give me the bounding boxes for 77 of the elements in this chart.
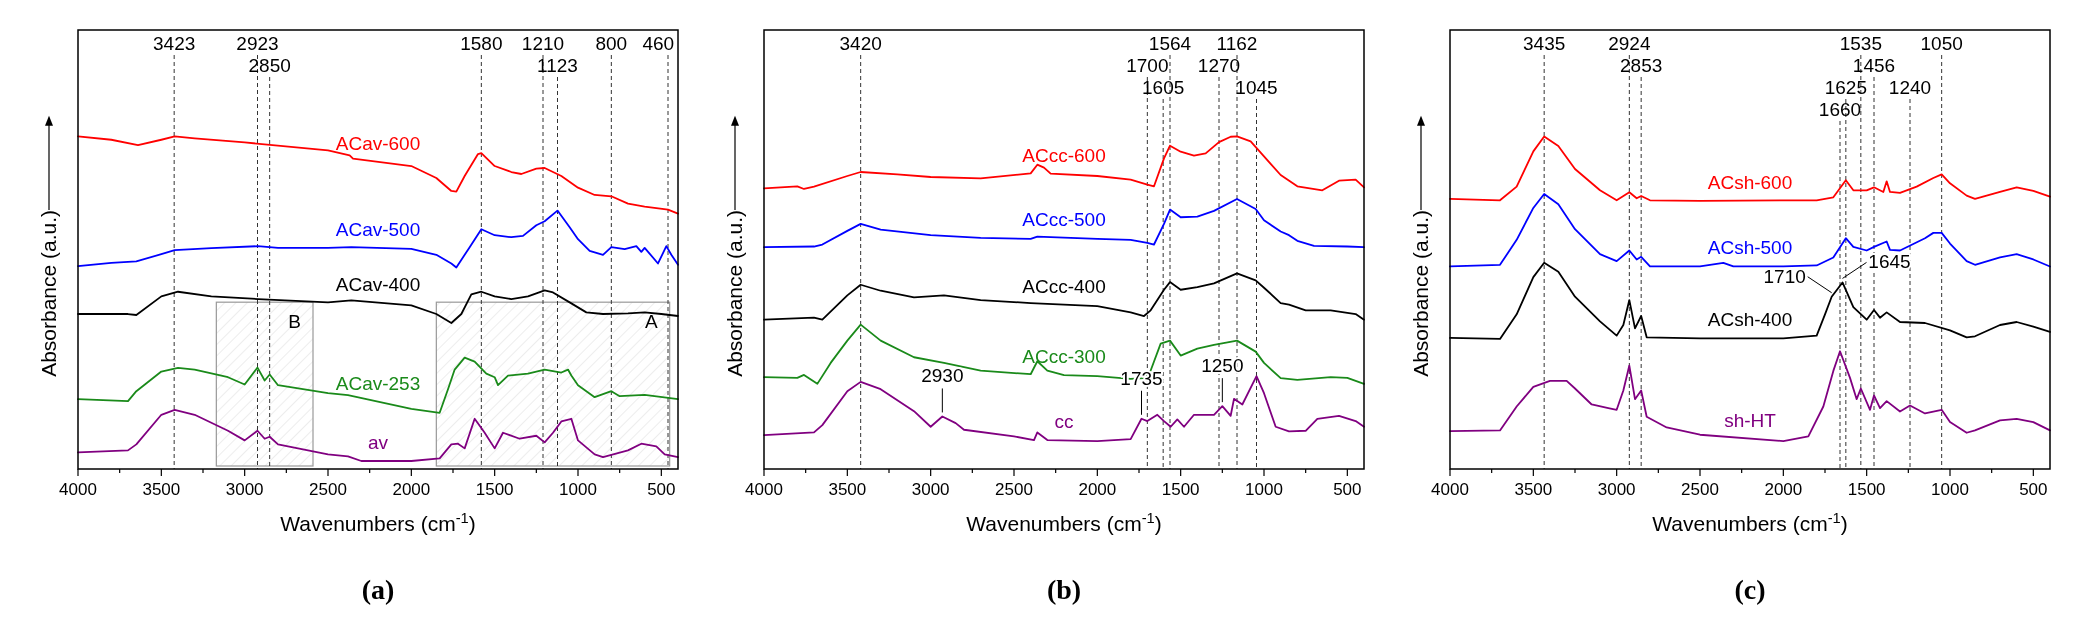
series-label: cc (1054, 411, 1074, 433)
x-axis-title: Wavenumbers (cm$^{-1}$) (280, 510, 476, 535)
ref-line-label: 1580 (460, 33, 503, 54)
ref-line-label: 1162 (1216, 33, 1258, 54)
series-label: ACav-500 (335, 218, 421, 240)
ref-line-label: 1270 (1197, 55, 1241, 76)
ref-line-label: 1564 (1148, 33, 1192, 54)
text: (a) (361, 574, 395, 605)
y-axis-title: Absorbance (a.u.) (37, 209, 60, 377)
ref-line-label: 1660 (1818, 99, 1862, 120)
x-tick-label: 1500 (475, 480, 514, 499)
series-label: ACcc-500 (1022, 208, 1106, 230)
series-label: ACsh-400 (1707, 309, 1793, 331)
x-tick-label: 3000 (1597, 480, 1636, 499)
x-tick-label: 3500 (828, 480, 867, 499)
series-label: av (367, 432, 389, 454)
ref-line-label: 1210 (521, 33, 565, 54)
annotation: 1250 (1201, 355, 1244, 377)
ref-line-label: 1045 (1235, 77, 1278, 98)
x-tick-label: 500 (2019, 480, 2048, 499)
series-label: sh-HT (1724, 409, 1777, 431)
x-tick-label: 3000 (911, 480, 950, 499)
x-tick-label: 4000 (1431, 480, 1469, 499)
x-tick-label: 3500 (1514, 480, 1553, 499)
ref-line-label: 1535 (1839, 33, 1882, 54)
x-tick-label: 1500 (1161, 480, 1200, 499)
x-tick-label: 4000 (59, 480, 97, 499)
series-label: ACav-253 (335, 372, 421, 394)
x-axis-title: Wavenumbers (cm$^{-1}$) (1652, 510, 1848, 535)
series-label: ACcc-300 (1022, 346, 1106, 368)
ref-line-label: 1050 (1920, 33, 1963, 54)
x-tick-label: 3500 (142, 480, 181, 499)
x-tick-label: 2000 (1078, 480, 1117, 499)
ref-line-label: 1625 (1824, 77, 1867, 98)
series-label: ACsh-500 (1707, 237, 1793, 259)
annotation: 1645 (1868, 251, 1911, 273)
x-axis-title: Wavenumbers (cm$^{-1}$) (966, 510, 1162, 535)
series-label: ACsh-600 (1707, 171, 1793, 193)
ref-line-label: 1123 (537, 55, 578, 76)
ref-line-label: 1700 (1126, 55, 1169, 76)
band-label: A (644, 311, 658, 333)
series-label: ACcc-600 (1022, 145, 1106, 167)
text: (c) (1734, 574, 1766, 605)
x-tick-label: 1000 (1245, 480, 1283, 499)
x-tick-label: 1000 (1931, 480, 1969, 499)
x-tick-label: 2500 (1681, 480, 1719, 499)
x-tick-label: 4000 (745, 480, 783, 499)
x-tick-label: 2000 (392, 480, 431, 499)
x-tick-label: 1500 (1847, 480, 1886, 499)
x-tick-label: 2000 (1764, 480, 1803, 499)
ref-line-label: 1605 (1142, 77, 1185, 98)
ref-line-label: 3423 (153, 33, 196, 54)
x-tick-label: 1000 (559, 480, 597, 499)
ref-line-label: 800 (595, 33, 628, 54)
band-label: B (288, 311, 301, 333)
x-tick-label: 500 (647, 480, 676, 499)
ref-line-label: 460 (642, 33, 675, 54)
x-tick-label: 500 (1333, 480, 1362, 499)
x-tick-label: 3000 (225, 480, 264, 499)
y-axis-title: Absorbance (a.u.) (1409, 209, 1432, 377)
y-axis-title: Absorbance (a.u.) (723, 209, 746, 377)
ref-line-label: 1240 (1888, 77, 1932, 98)
ref-line-label: 2924 (1608, 33, 1651, 54)
annotation: 2930 (921, 365, 964, 387)
text: (b) (1046, 574, 1082, 605)
x-tick-label: 2500 (309, 480, 347, 499)
ref-line-label: 3420 (839, 33, 882, 54)
ref-line-label: 3435 (1523, 33, 1566, 54)
x-tick-label: 2500 (995, 480, 1033, 499)
series-label: ACcc-400 (1022, 275, 1106, 297)
ref-line-label: 1456 (1852, 55, 1896, 76)
series-label: ACav-600 (335, 132, 421, 154)
ref-line-label: 2850 (248, 55, 291, 76)
ref-line-label: 2923 (236, 33, 279, 54)
annotation: 1710 (1763, 265, 1806, 287)
ref-line-label: 2853 (1620, 55, 1663, 76)
series-label: ACav-400 (335, 273, 421, 295)
